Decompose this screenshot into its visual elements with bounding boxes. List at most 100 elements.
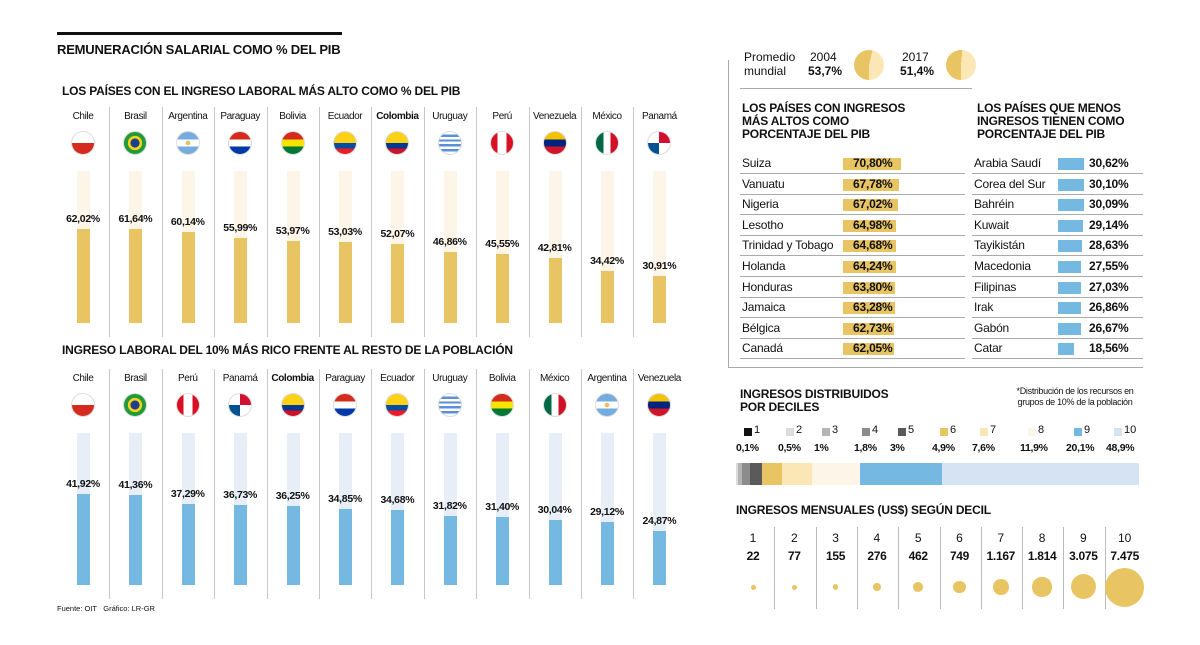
bar — [181, 504, 195, 585]
legend-swatch — [744, 428, 752, 436]
decile-value: 11,9% — [1020, 442, 1048, 454]
flag-colombia-icon — [385, 131, 410, 155]
income-bubble — [1070, 574, 1096, 600]
flag-bolivia-icon — [280, 131, 305, 155]
bar — [129, 495, 143, 585]
bottom-table-title: LOS PAÍSES QUE MENOS INGRESOS TIENEN COM… — [977, 101, 1125, 141]
column-separator — [1063, 527, 1065, 609]
flag-ecuador-icon — [333, 131, 357, 155]
flag-perú-icon — [490, 131, 515, 155]
table-row: Honduras 63,80% — [740, 278, 965, 298]
country-name: Corea del Sur — [974, 176, 1046, 191]
column-separator — [1104, 527, 1106, 609]
value-label: 63,80% — [853, 279, 893, 294]
value-label: 30,09% — [1089, 197, 1129, 212]
legend-swatch — [862, 428, 870, 436]
value-bar — [843, 281, 896, 294]
decile-value: 0,5% — [778, 442, 801, 454]
legend-label: 9 — [1084, 424, 1091, 436]
value-label: 29,12% — [590, 505, 624, 518]
country-name: Ecuador — [380, 373, 415, 384]
flag-panamá-icon — [228, 393, 253, 417]
value-bar — [843, 199, 898, 212]
value-label: 18,56% — [1089, 341, 1129, 356]
value-label: 31,82% — [432, 499, 467, 512]
country-name: Bolivia — [488, 373, 516, 384]
value-bar — [1058, 158, 1084, 170]
value-bar — [1058, 343, 1074, 356]
decile-number: 4 — [873, 531, 881, 545]
income-value: 3.075 — [1069, 549, 1098, 563]
flag-brasil-icon — [123, 393, 148, 417]
legend-label: 4 — [872, 424, 879, 436]
top-table-title: LOS PAÍSES CON INGRESOS MÁS ALTOS COMO P… — [742, 101, 906, 141]
pie-value: 53,7% — [808, 64, 843, 78]
income-bubble — [791, 584, 797, 590]
bar — [286, 506, 300, 585]
table-row: Gabón 26,67% — [972, 319, 1143, 339]
country-name: Argentina — [587, 373, 627, 384]
column-separator — [371, 369, 373, 599]
country-name: Brasil — [124, 111, 147, 122]
value-label: 67,02% — [853, 197, 893, 212]
value-label: 29,14% — [1089, 217, 1129, 232]
column-separator — [476, 107, 478, 337]
flag-paraguay-icon — [228, 131, 253, 155]
pie-value: 51,4% — [900, 64, 935, 78]
country-name: Tayikistán — [974, 238, 1025, 253]
value-label: 64,98% — [853, 217, 893, 232]
legend-swatch — [786, 428, 794, 436]
chart2-title: INGRESO LABORAL DEL 10% MÁS RICO FRENTE … — [62, 343, 513, 357]
table-row: Lesotho 64,98% — [740, 216, 965, 236]
pie-chart — [946, 50, 976, 80]
country-name: Vanuatu — [742, 176, 785, 191]
value-bar — [1058, 240, 1083, 253]
country-name: Uruguay — [432, 373, 468, 384]
column-separator — [581, 107, 582, 337]
table-row: Jamaica 63,28% — [740, 298, 965, 319]
bar — [653, 276, 667, 323]
value-label: 46,86% — [432, 235, 467, 248]
monthly-title: INGRESOS MENSUALES (US$) SEGÚN DECIL — [736, 503, 991, 517]
country-name: Canadá — [742, 341, 783, 356]
country-name: Uruguay — [432, 111, 468, 122]
pie-year: 2017 — [902, 50, 929, 64]
value-bar — [1058, 261, 1082, 273]
decile-segment — [761, 463, 782, 485]
column-separator — [371, 107, 373, 337]
bar — [496, 253, 510, 323]
value-bar — [843, 322, 895, 335]
income-bubble — [750, 584, 756, 590]
bar — [339, 509, 352, 585]
bar — [443, 515, 457, 585]
column-separator — [898, 527, 900, 609]
legend-label: 8 — [1038, 424, 1045, 436]
value-label: 64,68% — [853, 238, 893, 253]
decile-segment — [941, 463, 1140, 485]
decile-segment — [860, 463, 942, 485]
column-separator — [319, 107, 320, 337]
flag-chile-icon — [71, 131, 95, 155]
column-separator — [266, 369, 268, 599]
country-name: Arabia Saudí — [974, 156, 1041, 170]
column-separator — [856, 527, 858, 609]
income-bubble — [993, 579, 1009, 595]
column-separator — [423, 107, 425, 337]
country-name: Paraguay — [325, 373, 365, 384]
value-bar — [1058, 178, 1084, 191]
table-row: Arabia Saudí 30,62% — [972, 154, 1143, 174]
column-separator — [633, 369, 635, 599]
value-label: 64,24% — [853, 259, 893, 273]
decile-value: 20,1% — [1066, 442, 1095, 454]
country-name: Nigeria — [742, 197, 779, 212]
bar — [286, 240, 300, 323]
country-name: Perú — [178, 373, 198, 384]
value-bar — [1058, 219, 1083, 232]
flag-bolivia-icon — [490, 393, 515, 417]
column-separator — [528, 107, 530, 337]
bar — [443, 251, 457, 323]
value-label: 36,73% — [223, 489, 258, 502]
average-label: Promedio mundial — [744, 50, 796, 78]
value-label: 55,99% — [223, 221, 258, 234]
table-row: Kuwait 29,14% — [972, 216, 1143, 236]
